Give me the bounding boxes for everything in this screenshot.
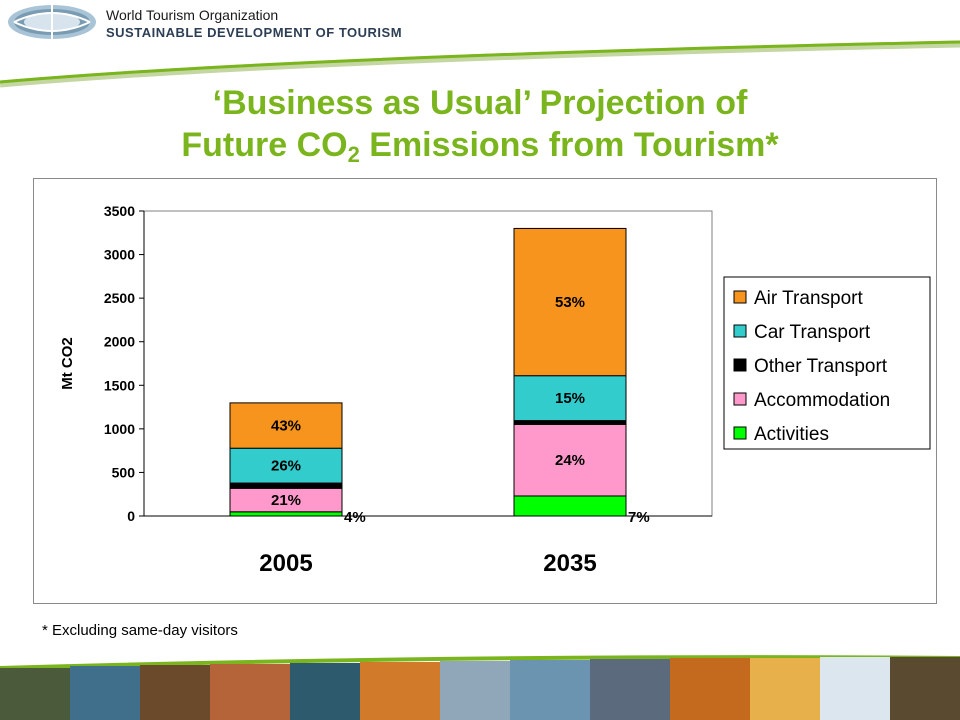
chart-frame: 0 500 1000 1500 2000 2500 3000 3500 Mt CO2 4% 21% 2… xyxy=(33,178,937,604)
y-tick-label: 2000 xyxy=(104,334,135,350)
unwto-globe-logo xyxy=(8,5,96,39)
emissions-chart: 0 500 1000 1500 2000 2500 3000 3500 Mt CO2 4% 21% 2… xyxy=(59,203,931,577)
data-label: 7% xyxy=(628,509,650,526)
plot-area xyxy=(143,210,713,517)
data-label: 26% xyxy=(271,458,301,475)
legend-label: Accommodation xyxy=(754,390,890,411)
data-label: 53% xyxy=(555,294,585,311)
legend-label: Car Transport xyxy=(754,322,871,343)
data-label: 43% xyxy=(271,418,301,435)
y-tick-label: 1500 xyxy=(104,377,135,393)
bar-segment xyxy=(229,482,343,489)
org-name: World Tourism Organization xyxy=(106,7,279,23)
bar-segment xyxy=(513,424,627,497)
x-category-label: 2005 xyxy=(259,550,312,577)
data-label: 21% xyxy=(271,492,301,509)
y-tick-label: 2500 xyxy=(104,290,135,306)
footnote: * Excluding same-day visitors xyxy=(42,622,238,639)
legend-label: Activities xyxy=(754,424,829,445)
title-line-2: Future CO2 Emissions from Tourism* xyxy=(181,126,779,167)
legend-label: Air Transport xyxy=(754,288,863,309)
bar-segment xyxy=(513,375,627,422)
y-tick-label: 3000 xyxy=(104,247,135,263)
legend-swatch xyxy=(733,426,747,440)
y-tick-label: 0 xyxy=(127,508,135,524)
bar-segment xyxy=(229,511,343,517)
title-line-1: ‘Business as Usual’ Projection of xyxy=(212,84,748,122)
y-axis-label: Mt CO2 xyxy=(59,337,76,390)
org-subtitle: SUSTAINABLE DEVELOPMENT OF TOURISM xyxy=(106,25,403,40)
bar-segment xyxy=(513,495,627,517)
legend-label: Other Transport xyxy=(754,356,888,377)
bar-segment xyxy=(229,402,343,449)
slide-title: ‘Business as Usual’ Projection of Future… xyxy=(0,82,960,176)
header-swoosh xyxy=(0,40,960,88)
legend-swatch xyxy=(733,290,747,304)
legend-swatch xyxy=(733,324,747,338)
bar-segment xyxy=(513,420,627,425)
bar-segment xyxy=(513,227,627,377)
legend-box xyxy=(723,276,931,450)
tourism-photo-strip xyxy=(0,655,960,720)
y-tick-label: 1000 xyxy=(104,421,135,437)
x-category-label: 2035 xyxy=(543,550,596,577)
y-tick-label: 500 xyxy=(112,464,136,480)
y-tick-label: 3500 xyxy=(104,203,135,219)
data-label: 4% xyxy=(344,509,366,526)
data-label: 24% xyxy=(555,452,585,469)
data-label: 15% xyxy=(555,390,585,407)
legend-swatch xyxy=(733,358,747,372)
legend-swatch xyxy=(733,392,747,406)
